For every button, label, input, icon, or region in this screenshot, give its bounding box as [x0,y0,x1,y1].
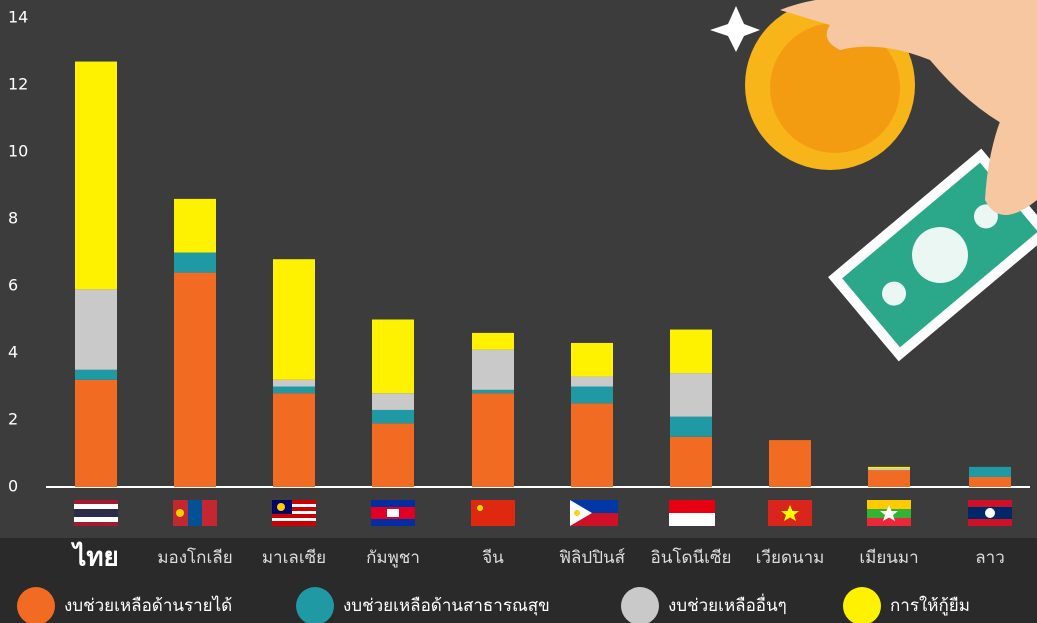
bar-segment [174,252,216,273]
bar-segment [372,393,414,410]
y-tick-label: 8 [8,209,18,228]
x-tick-label: จีน [482,548,504,568]
bar-segment [75,61,117,290]
y-tick-label: 0 [8,477,18,496]
x-tick-label: ไทย [70,541,118,573]
bar-segment [571,386,613,404]
bar-segment [670,436,712,487]
bar-segment [372,319,414,394]
y-tick-label: 6 [8,276,18,295]
bar-segment [273,386,315,394]
y-tick-label: 12 [8,75,28,94]
flags [74,500,1012,526]
bar-segment [868,466,910,469]
legend-swatch [296,587,334,623]
legend-label: งบช่วยเหลือด้านรายได้ [64,595,232,616]
legend-swatch [843,587,881,623]
bar-segment [472,389,514,394]
bar-segment [174,198,216,253]
bar-segment [75,289,117,370]
bar-segment [472,393,514,487]
legend-label: งบช่วยเหลืออื่นๆ [668,593,787,616]
bar-segment [472,349,514,390]
bar-segment [273,393,315,487]
x-tick-label: ฟิลิปปินส์ [559,548,626,568]
bar-segment [372,409,414,424]
bar-segment [571,403,613,487]
bar-segment [670,416,712,437]
bar-segment [273,379,315,387]
bar-segment [670,329,712,374]
bar-segment [571,342,613,377]
bar-segment [273,259,315,380]
y-tick-label: 2 [8,410,18,429]
x-tick-label: อินโดนีเซีย [651,547,732,568]
bar-segment [75,379,117,487]
legend-label: งบช่วยเหลือด้านสาธารณสุข [343,596,550,616]
bar-segment [969,466,1011,477]
bar-segment [571,376,613,387]
bar-segment [472,332,514,350]
legend-swatch [17,587,55,623]
bar-segment [372,423,414,487]
y-tick-label: 4 [8,343,18,362]
x-tick-label: เมียนมา [859,548,918,568]
x-tick-label: มองโกเลีย [157,547,232,568]
bar-segment [174,272,216,487]
bar-segment [75,369,117,380]
x-tick-label: ลาว [975,548,1005,568]
x-tick-label: เวียดนาม [756,548,825,568]
y-tick-label: 14 [8,8,28,27]
x-tick-label: กัมพูชา [366,548,420,568]
bar-segment [868,470,910,487]
x-tick-label: มาเลเซีย [262,548,326,568]
bar-segment [769,440,811,487]
bar-segment [969,476,1011,487]
bar-segment [670,373,712,417]
legend-swatch [621,587,659,623]
legend-label: การให้กู้ยืม [890,595,970,616]
illustration [710,0,1037,362]
y-tick-label: 10 [8,142,28,161]
bar-segment [868,468,910,471]
